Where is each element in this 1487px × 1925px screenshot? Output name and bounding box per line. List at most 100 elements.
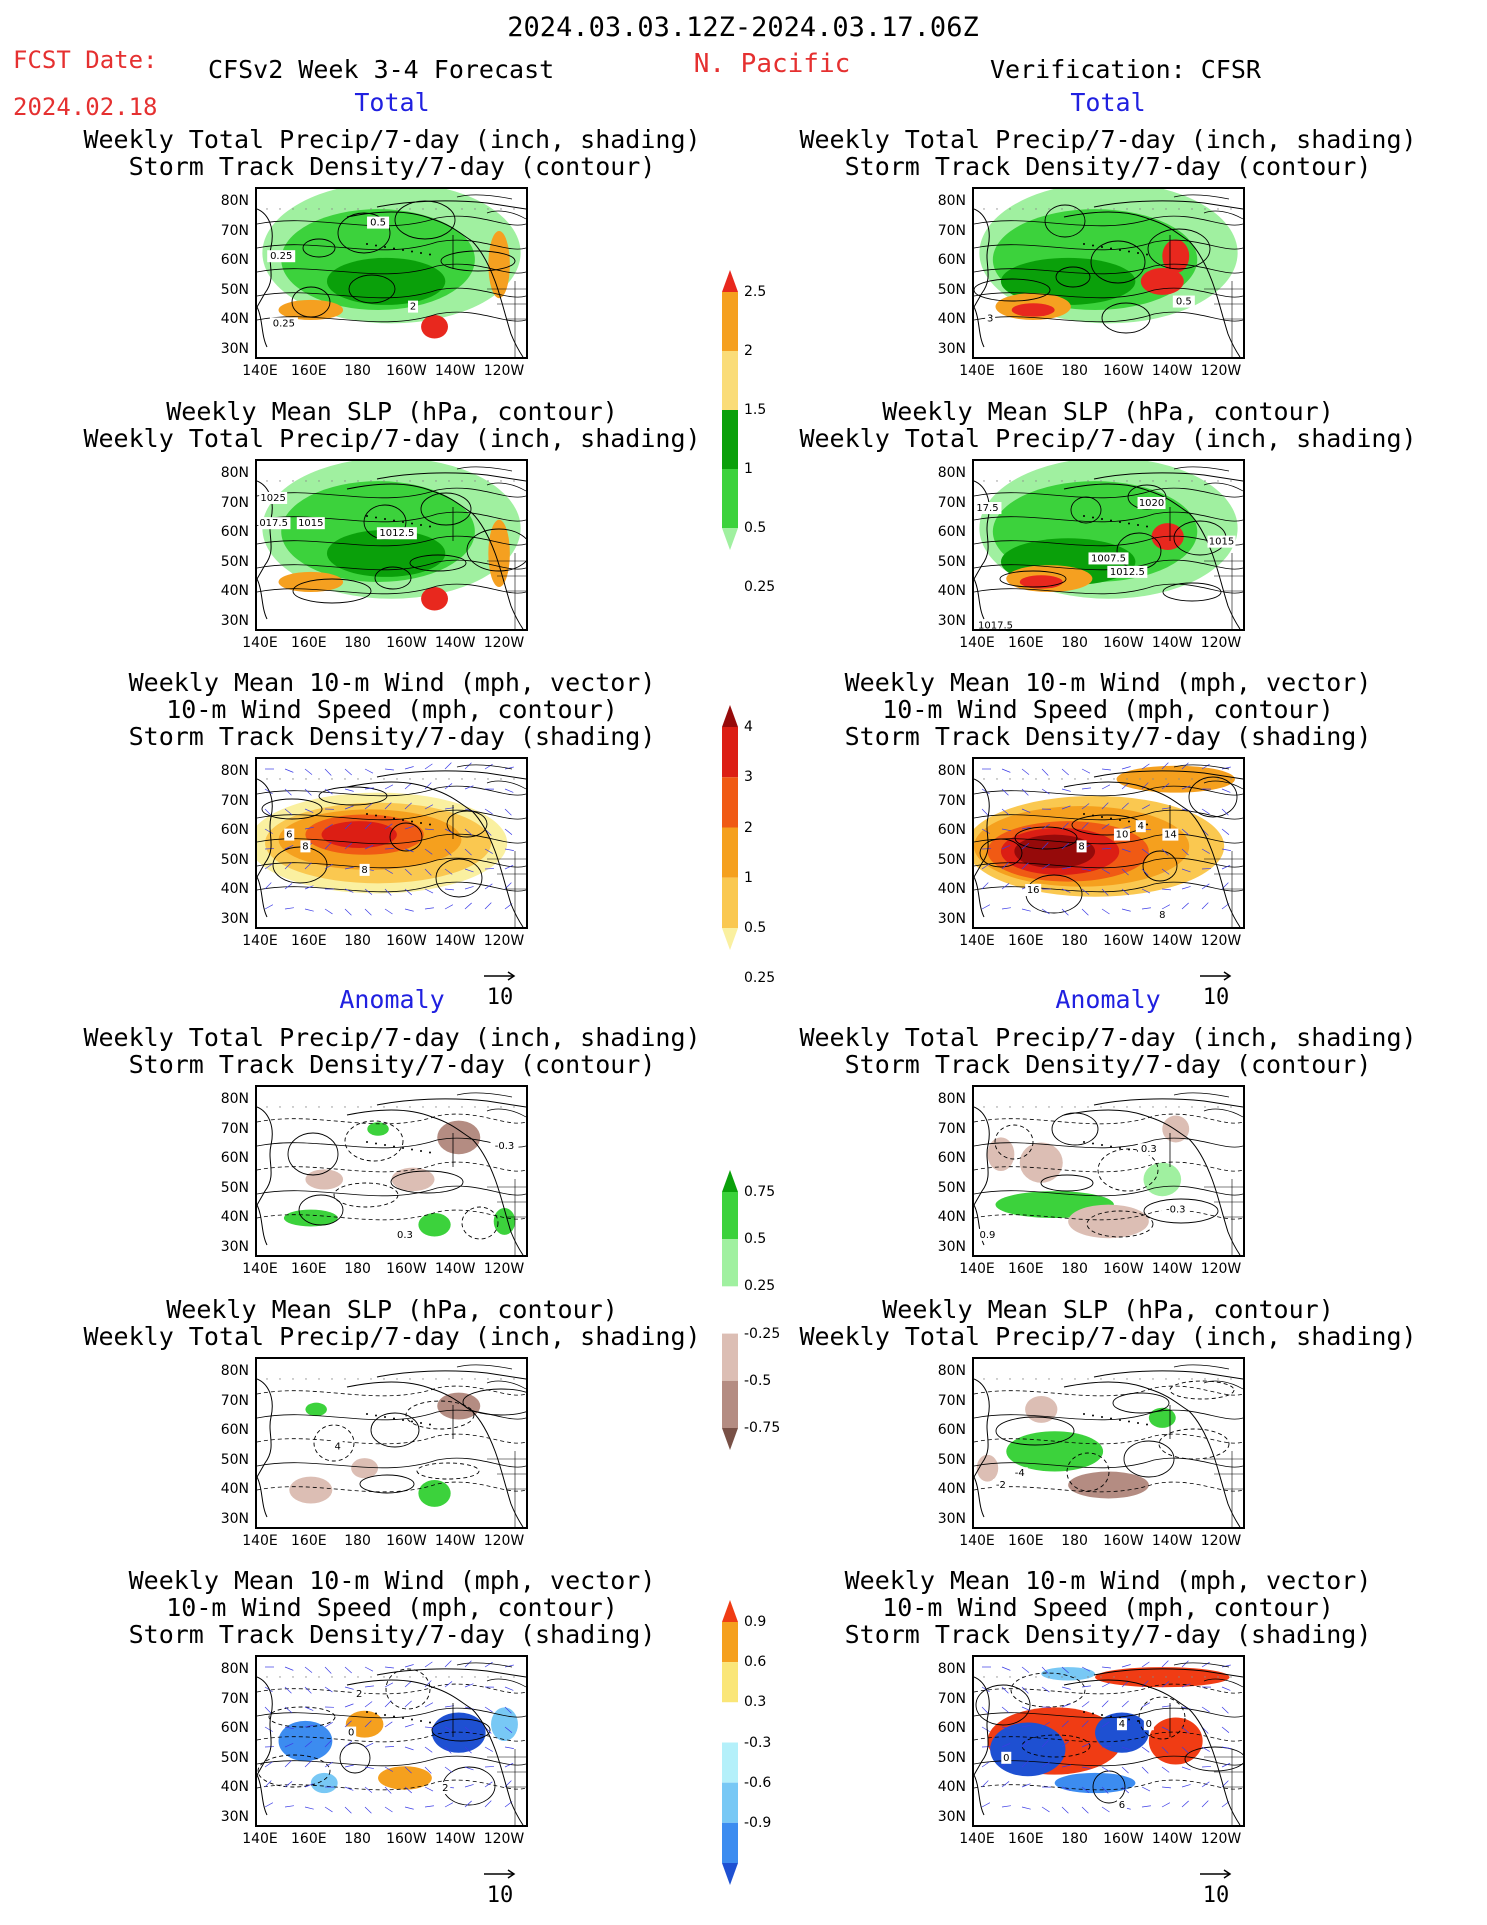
contour-label: 2 (440, 1782, 451, 1795)
colorbar-label: -0.25 (744, 1325, 781, 1342)
contour-label: -0.3 (1161, 1203, 1190, 1216)
map-graphic: 0.5 0.25 2 0.25 (257, 189, 526, 357)
contour-label: 1012.5 (376, 527, 417, 540)
map-graphic: 0 4 0 6 (974, 1660, 1243, 1825)
title-fp1: Weekly Total Precip/7-day (inch, shading… (83, 125, 701, 181)
lat-tick-label: 40N (937, 1209, 966, 1225)
section-total-left: Total (354, 88, 430, 117)
lat-tick-label: 70N (937, 1120, 966, 1137)
lon-tick-label: 140E (242, 1533, 278, 1549)
lat-tick-label: 50N (937, 1451, 966, 1468)
lat-tick-label: 70N (220, 1690, 249, 1707)
lon-tick-label: 120W (483, 1261, 525, 1277)
svg-text:1017.5: 1017.5 (257, 518, 288, 529)
arrow-right-icon (1200, 1869, 1232, 1879)
colorbar-label: 0.6 (744, 1654, 767, 1671)
lat-tick-label: 60N (937, 1720, 966, 1736)
lon-tick-label: 140E (242, 933, 278, 949)
colorbar-segment (722, 928, 738, 950)
colorbar-segment (722, 410, 738, 469)
lon-tick-label: 140E (242, 1261, 278, 1277)
map-panel-forecast-precip-storm-anomaly: -0.3 0.3 (255, 1085, 528, 1257)
lon-tick-label: 160E (1008, 363, 1044, 379)
colorbar-storm-total (722, 705, 738, 950)
contour-label: 0.25 (269, 317, 298, 330)
lat-tick-label: 40N (220, 583, 249, 599)
svg-text:0.5: 0.5 (370, 218, 386, 229)
title-va1: Weekly Total Precip/7-day (inch, shading… (799, 1023, 1417, 1079)
title-vp3: Weekly Mean 10-m Wind (mph, vector) 10-m … (844, 668, 1372, 751)
lon-tick-label: 140W (434, 1831, 476, 1847)
contour-label: 0 (1001, 1751, 1012, 1764)
lat-tick-label: 30N (937, 612, 966, 629)
lon-tick-label: 180 (344, 1533, 371, 1549)
fcst-date-label: FCST Date: (13, 46, 158, 74)
colorbar-segment (722, 1742, 738, 1783)
lon-tick-label: 140W (434, 933, 476, 949)
lon-tick-label: 160W (386, 1533, 427, 1549)
lon-tick-label: 140W (1151, 1261, 1193, 1277)
lon-tick-label: 180 (1061, 1831, 1088, 1847)
colorbar-segment (722, 1622, 738, 1663)
contour-label: 1015 (296, 517, 325, 530)
lat-tick-label: 40N (220, 311, 249, 327)
contour-label: 0.5 (1172, 295, 1195, 308)
lon-tick-label: 160W (1103, 363, 1144, 379)
lat-tick-label: 60N (937, 524, 966, 540)
colorbar-segment (722, 292, 738, 351)
colorbar-label: 3 (744, 769, 753, 786)
lat-tick-label: 40N (220, 1209, 249, 1225)
lat-tick-label: 30N (937, 1808, 966, 1825)
svg-text:1012.5: 1012.5 (379, 528, 414, 539)
lon-tick-label: 140E (959, 1261, 995, 1277)
colorbar-label: -0.9 (744, 1814, 772, 1831)
colorbar-segment (722, 777, 738, 828)
lat-tick-label: 70N (220, 494, 249, 511)
colorbar-label: 2 (744, 819, 753, 836)
contour-label: 1020 (1137, 497, 1166, 509)
colorbar-label: 0.5 (744, 520, 767, 536)
colorbar-label: 0.5 (744, 920, 767, 936)
lat-tick-label: 60N (220, 1720, 249, 1736)
svg-text:-4: -4 (1015, 1468, 1025, 1479)
lon-tick-label: 140W (1151, 933, 1193, 949)
lat-tick-label: 60N (220, 1150, 249, 1166)
lon-tick-label: 160E (291, 933, 327, 949)
lon-tick-label: 120W (483, 1831, 525, 1847)
contour-label: -0.3 (490, 1139, 519, 1152)
lat-tick-label: 50N (220, 1179, 249, 1196)
lon-tick-label: 180 (1061, 933, 1088, 949)
lat-tick-label: 40N (220, 881, 249, 897)
section-anomaly-left: Anomaly (339, 985, 445, 1014)
lon-tick-label: 160W (1103, 1533, 1144, 1549)
svg-text:6: 6 (1119, 1800, 1125, 1811)
lat-tick-label: 40N (937, 311, 966, 327)
svg-text:0.9: 0.9 (979, 1230, 995, 1241)
colorbar-graphic (722, 705, 738, 950)
colorbar-precip-total (722, 270, 738, 550)
contour-label: 4 (1116, 1718, 1127, 1731)
title-fa3: Weekly Mean 10-m Wind (mph, vector) 10-m … (128, 1566, 656, 1649)
contour-label: 0.3 (1137, 1143, 1160, 1156)
colorbar-segment (722, 1380, 738, 1428)
contour-label: -2 (992, 1479, 1009, 1491)
lat-tick-label: 70N (220, 222, 249, 239)
colorbar-segment (722, 528, 738, 550)
lon-tick-label: 160W (386, 363, 427, 379)
title-vp2: Weekly Mean SLP (hPa, contour) Weekly Tot… (799, 397, 1417, 453)
svg-text:1020: 1020 (1139, 498, 1164, 509)
lon-tick-label: 160E (291, 363, 327, 379)
lon-tick-label: 160W (1103, 933, 1144, 949)
colorbar-label: 1 (744, 869, 753, 886)
colorbar-label: 0.9 (744, 1614, 767, 1630)
contour-label: 3 (985, 312, 996, 325)
lon-tick-label: 160E (291, 1533, 327, 1549)
lat-tick-label: 30N (937, 340, 966, 357)
svg-text:0: 0 (1146, 1719, 1152, 1730)
lon-tick-label: 120W (1200, 933, 1242, 949)
svg-text:0.25: 0.25 (270, 251, 292, 262)
vector-reference-vp3: 10 (1198, 962, 1234, 1010)
colorbar-segment (722, 1286, 738, 1334)
section-anomaly-right: Anomaly (1055, 985, 1161, 1014)
contour-label: 2 (354, 1687, 365, 1700)
